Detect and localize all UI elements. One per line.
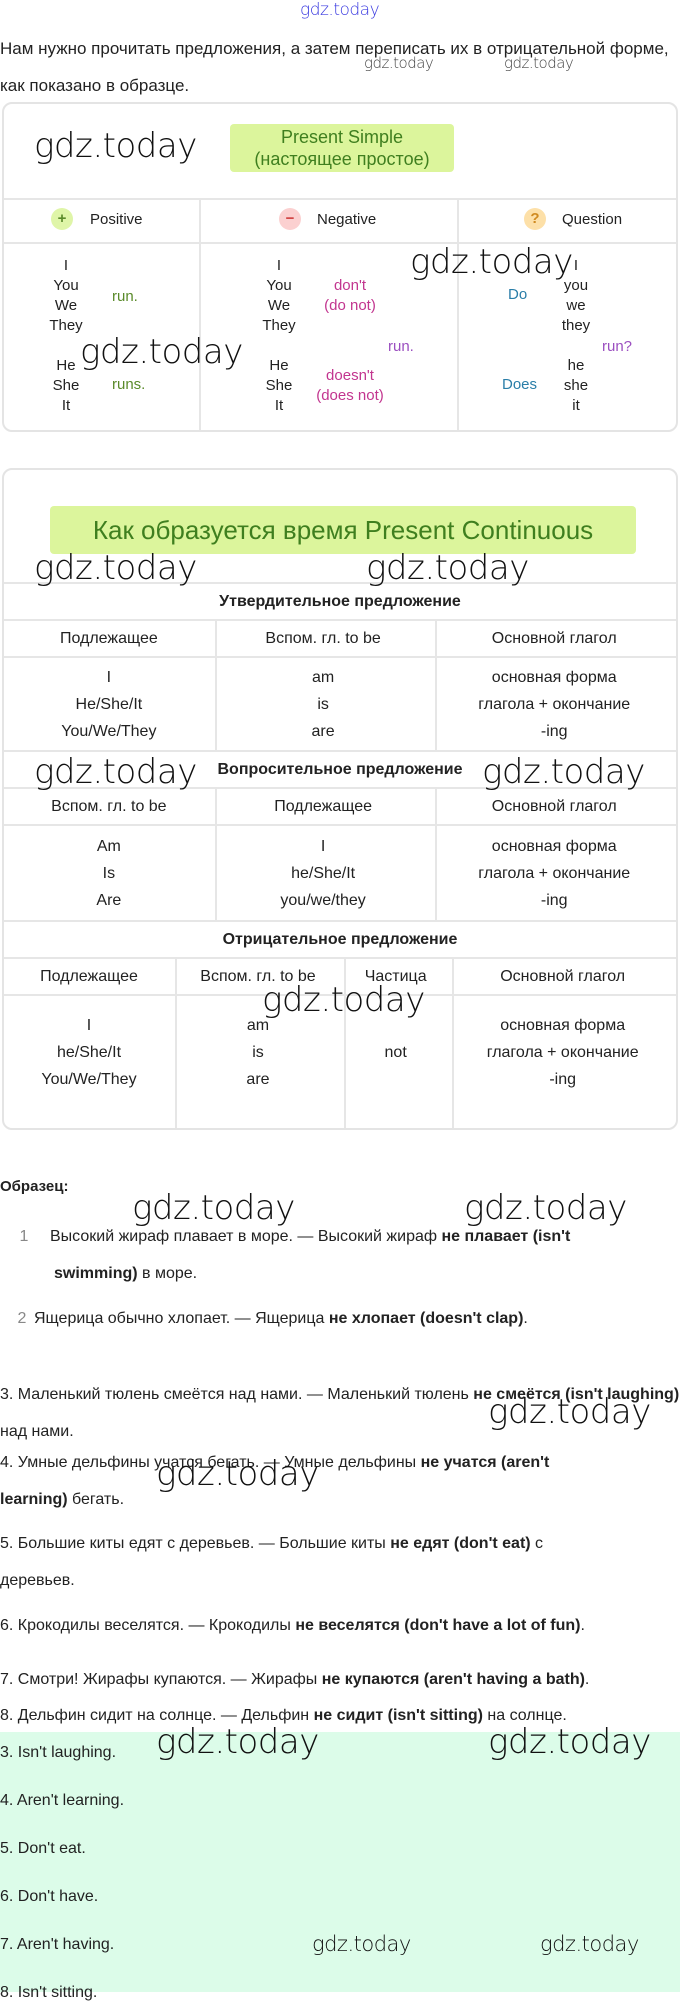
answers-block: 3. Isn't laughing. 4. Aren't learning. 5… (0, 1732, 680, 2001)
plus-icon: + (51, 208, 73, 230)
column-header: Подлежащее (40, 968, 138, 985)
pronouns: I You We They (262, 257, 296, 334)
table-row: I he/She/It You/We/They am is are not ос… (4, 996, 676, 1108)
sentence-item: 5. Большие киты едят с деревьев. — Больш… (0, 1535, 544, 1589)
sentence-item: 8. Дельфин сидит на солнце. — Дельфин не… (0, 1707, 567, 1724)
header-row: Подлежащее Вспом. гл. to be Частица Осно… (4, 959, 676, 994)
pronouns: he she it (563, 357, 589, 414)
sentence-item: 6. Крокодилы веселятся. — Крокодилы не в… (0, 1617, 585, 1634)
table-row: Am Is Are I he/She/It you/we/they основн… (4, 826, 676, 920)
present-continuous-title: Как образуется время Present Continuous (50, 506, 636, 554)
watermark: gdz.today (410, 242, 573, 282)
table-cell: основная форма глагола + окончание -ing (478, 837, 631, 909)
header-row: Подлежащее Вспом. гл. to be Основной гла… (4, 621, 676, 656)
aux: don't (do not) (324, 277, 376, 314)
section-interrogative: Вопросительное предложение (217, 760, 463, 778)
pronouns: He She It (265, 357, 293, 414)
column-header: Частица (364, 968, 427, 985)
column-header: Подлежащее (274, 798, 373, 815)
watermark: gdz.today (300, 0, 380, 20)
header-question: Question (562, 211, 623, 228)
sample-label: Образец: (0, 1178, 69, 1195)
sentence-item: 7. Смотри! Жирафы купаются. — Жирафы не … (0, 1671, 590, 1688)
column-header: Вспом. гл. to be (51, 798, 167, 815)
minus-icon: − (279, 208, 301, 230)
verb: run? (602, 338, 633, 355)
example-item: 1 Высокий жираф плавает в море. — Высокий… (19, 1228, 571, 1282)
table-row: I He/She/It You/We/They am is are основн… (4, 658, 676, 750)
verb: run. (112, 288, 138, 305)
answer-item: 4. Aren't learning. (0, 1792, 125, 1809)
verb: runs. (112, 376, 146, 393)
verb: run. (388, 338, 414, 355)
sentence-item: 3. Маленький тюлень смеётся над нами. — … (0, 1386, 680, 1440)
column-header: Основной глагол (491, 630, 617, 647)
pronouns: He She It (52, 357, 80, 414)
section-affirmative: Утвердительное предложение (219, 592, 461, 610)
present-simple-title: Present Simple (настоящее простое) (230, 124, 454, 172)
table-cell: not (384, 1043, 407, 1061)
column-header: Вспом. гл. to be (265, 630, 381, 647)
answer-item: 6. Don't have. (0, 1888, 99, 1905)
column-header: Подлежащее (59, 630, 158, 647)
watermark: gdz.today (80, 332, 243, 372)
title-line: Present Simple (280, 127, 404, 147)
present-simple-card: gdz.today Present Simple (настоящее прос… (2, 102, 678, 432)
column-header: Основной глагол (491, 798, 617, 815)
table-cell: I he/She/It you/we/they (280, 837, 366, 909)
watermark: gdz.today (34, 126, 197, 166)
column-header: Основной глагол (500, 968, 626, 985)
answer-item: 7. Aren't having. (0, 1936, 115, 1953)
question-icon: ? (524, 208, 546, 230)
answer-item: 5. Don't eat. (0, 1840, 86, 1857)
table-cell: основная форма глагола + окончание -ing (478, 668, 631, 740)
section-negative: Отрицательное предложение (222, 930, 458, 948)
example-item: 2 Ящерица обычно хлопает. — Ящерица не хл… (17, 1310, 528, 1327)
answer-item: 8. Isn't sitting. (0, 1984, 98, 2001)
aux: Do (508, 286, 528, 303)
pronouns: I You We They (49, 257, 83, 334)
aux: doesn't (does not) (316, 367, 384, 404)
table-cell: Am Is Are (96, 837, 122, 909)
aux: Does (502, 376, 538, 393)
header-negative: Negative (317, 211, 377, 228)
table-cell: основная форма глагола + окончание -ing (486, 1016, 639, 1088)
table-cell: am is are (311, 668, 335, 740)
title-line: (настоящее простое) (254, 149, 430, 169)
header-positive: Positive (90, 211, 143, 228)
table-cell: I He/She/It You/We/They (61, 668, 157, 740)
task-intro: Нам нужно прочитать предложения, а затем… (0, 39, 669, 95)
column-header: Вспом. гл. to be (200, 968, 316, 985)
table-cell: am is are (246, 1016, 270, 1088)
answer-item: 3. Isn't laughing. (0, 1744, 117, 1761)
header-row: Вспом. гл. to be Подлежащее Основной гла… (4, 789, 676, 824)
table-cell: I he/She/It You/We/They (41, 1016, 137, 1088)
present-continuous-card: Как образуется время Present Continuous … (2, 468, 678, 1130)
sentence-item: 4. Умные дельфины учатся бегать. — Умные… (0, 1454, 550, 1508)
